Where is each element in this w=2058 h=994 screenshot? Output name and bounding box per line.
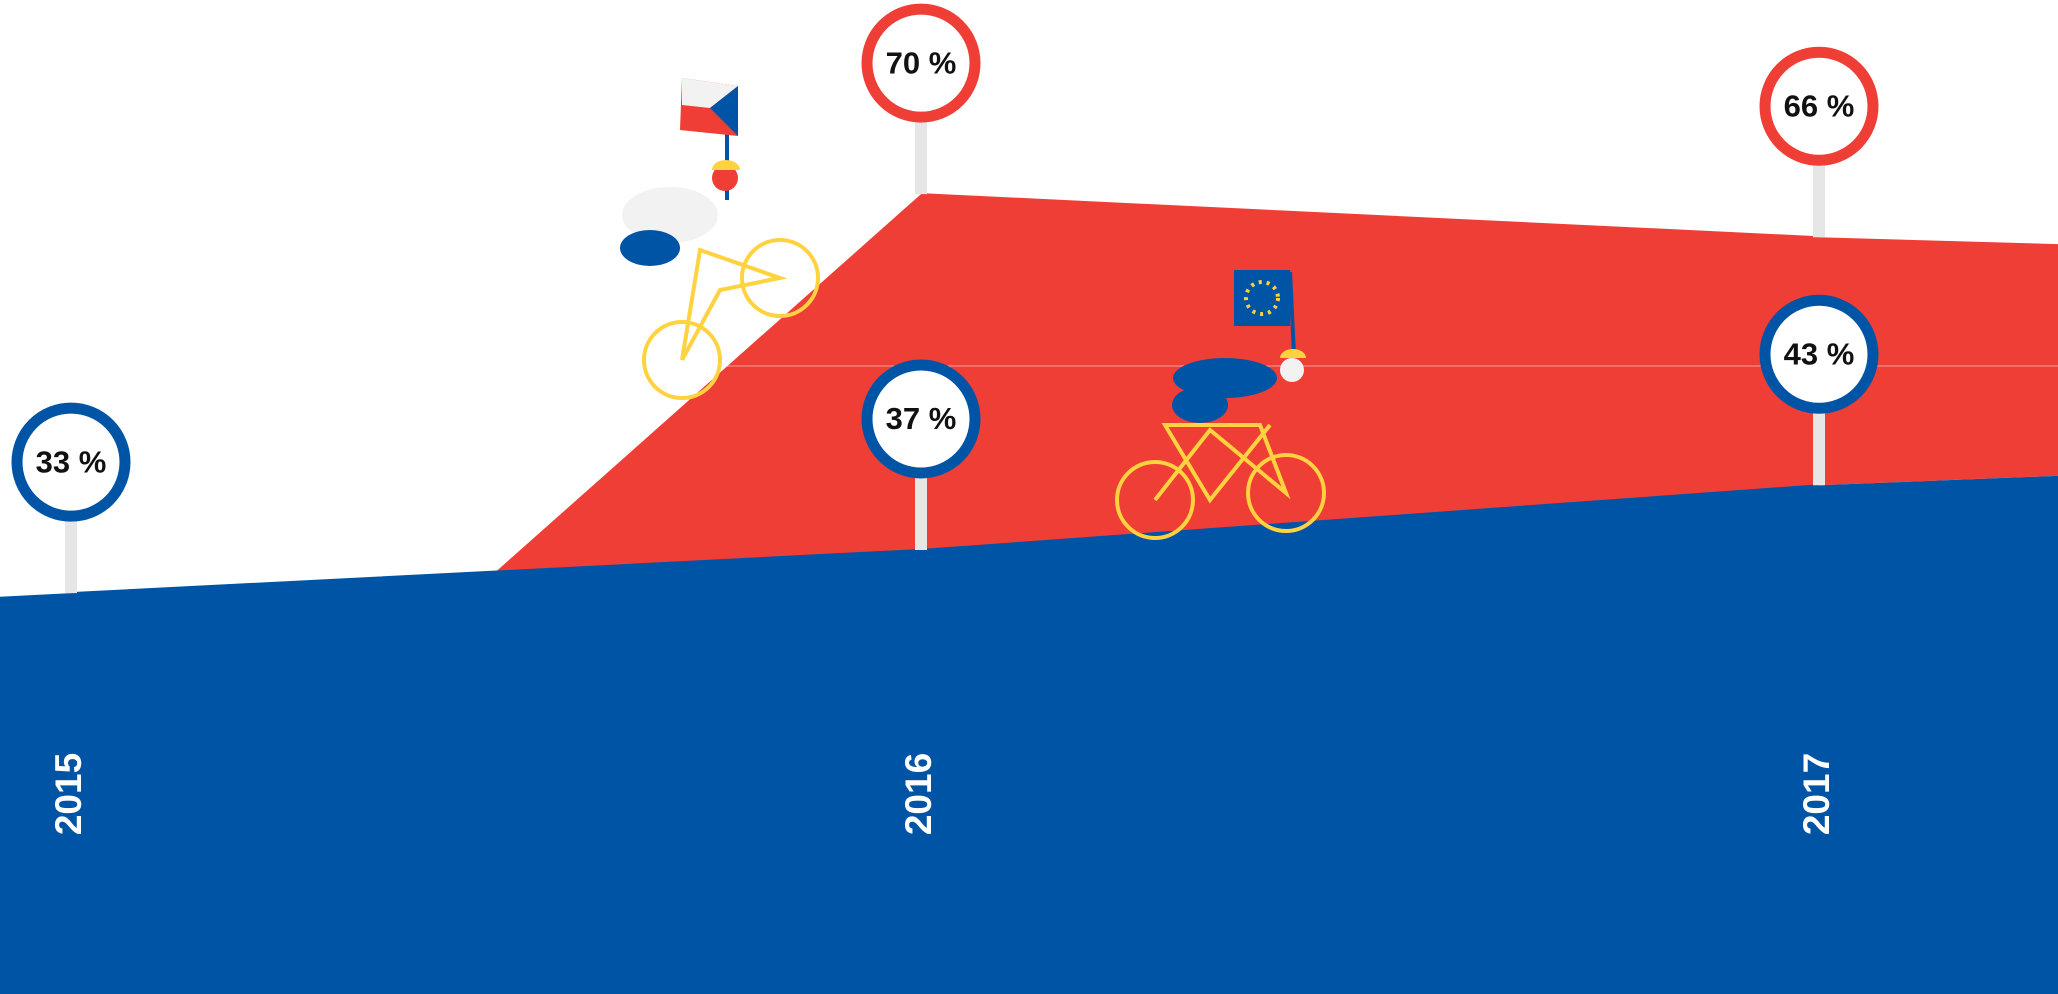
value-label: 66 % [1784, 88, 1855, 123]
value-marker [861, 3, 981, 123]
value-marker [861, 359, 981, 479]
value-marker [11, 402, 131, 522]
value-marker [1759, 294, 1879, 414]
value-label: 70 % [886, 45, 957, 80]
labels: 33 % 37 % 43 % 70 % 66 % 2015 2016 2017 [11, 3, 1879, 835]
x-tick-label: 2017 [1796, 753, 1837, 835]
cyclist-eu [1115, 270, 1326, 540]
areas [0, 193, 2058, 994]
area-fill [0, 475, 2058, 994]
area-line [920, 193, 1820, 239]
cyclist-czech [620, 78, 820, 400]
value-label: 43 % [1784, 336, 1855, 371]
value-marker [1759, 46, 1879, 166]
value-label: 33 % [36, 444, 107, 479]
area-fill [496, 194, 2058, 572]
x-tick-label: 2016 [898, 753, 939, 835]
x-tick-label: 2015 [48, 753, 89, 835]
area-line [70, 484, 1820, 595]
value-label: 37 % [886, 401, 957, 436]
